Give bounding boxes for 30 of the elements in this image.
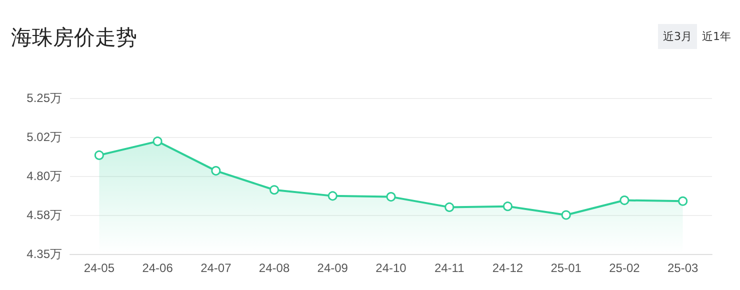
range-toggle: 近1年 — [697, 24, 736, 49]
point — [678, 196, 688, 206]
x-tick-label: 24-12 — [492, 261, 524, 275]
y-tick-label: 4.80万 — [26, 169, 62, 183]
point — [270, 185, 280, 195]
y-tick-label: 4.35万 — [26, 247, 62, 261]
x-tick-label: 24-05 — [84, 261, 115, 275]
point — [328, 191, 338, 201]
y-tick-label: 5.02万 — [26, 130, 62, 144]
chart-title: 海珠房价走势 — [11, 26, 137, 50]
y-tick-label: 4.58万 — [26, 208, 62, 222]
point — [502, 202, 512, 212]
point — [561, 210, 571, 220]
x-tick-label: 24-06 — [142, 261, 174, 275]
y-tick-label: 5.25万 — [26, 91, 62, 105]
x-tick-label: 24-08 — [258, 261, 290, 275]
point — [620, 196, 630, 206]
x-tick-label: 24-09 — [317, 261, 348, 275]
point — [94, 150, 104, 160]
x-tick-label: 25-01 — [550, 261, 582, 275]
x-tick-label: 24-07 — [200, 261, 232, 275]
point — [152, 136, 162, 146]
x-tick-label: 25-02 — [609, 261, 640, 275]
point — [211, 166, 221, 176]
x-tick-label: 25-03 — [667, 261, 698, 275]
x-tick-label: 24-10 — [376, 261, 407, 275]
x-tick-label: 24-11 — [434, 261, 465, 275]
point — [386, 192, 396, 202]
range-toggle: 近3月 — [658, 24, 697, 49]
point — [444, 202, 454, 212]
